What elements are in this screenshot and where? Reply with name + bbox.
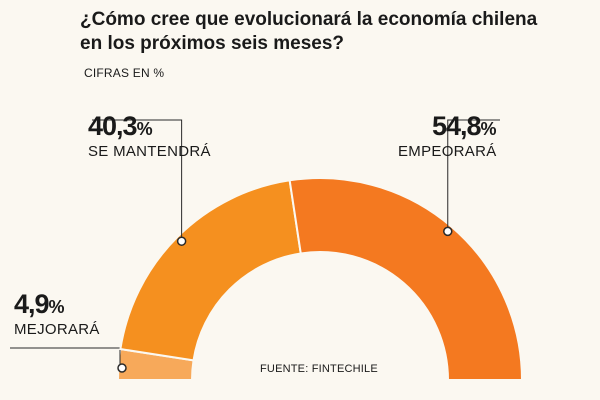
slice-name-empeorara: EMPEORARÁ bbox=[398, 143, 497, 160]
slice-name-se-mantendra: SE MANTENDRÁ bbox=[88, 143, 211, 160]
slice-empeorara bbox=[288, 177, 524, 381]
slice-value-se-mantendra: 40,3% bbox=[88, 111, 153, 141]
chart-source: FUENTE: FINTECHILE bbox=[260, 363, 378, 375]
leader-line-mejorara bbox=[10, 347, 122, 369]
slice-name-mejorara: MEJORARÁ bbox=[14, 321, 100, 338]
leader-line-empeorara bbox=[447, 119, 500, 232]
leader-dot-se-mantendra bbox=[176, 236, 187, 246]
chart-title-line-2: en los próximos seis meses? bbox=[80, 33, 345, 54]
chart-subtitle: CIFRAS EN % bbox=[84, 66, 165, 80]
slice-se-mantendra bbox=[119, 179, 302, 362]
slice-label-se-mantendra: 40,3% SE MANTENDRÁ bbox=[88, 112, 211, 161]
slice-label-empeorara: 54,8% EMPEORARÁ bbox=[398, 112, 497, 161]
leader-line-se-mantendra bbox=[92, 119, 183, 242]
leader-dot-mejorara bbox=[117, 363, 127, 373]
chart-title: ¿Cómo cree que evolucionará la economía … bbox=[80, 8, 580, 56]
slice-label-mejorara: 4,9% MEJORARÁ bbox=[14, 290, 100, 339]
leader-dot-empeorara bbox=[443, 226, 453, 237]
slice-value-mejorara: 4,9% bbox=[14, 289, 65, 319]
slice-value-empeorara: 54,8% bbox=[431, 111, 497, 141]
chart-title-line-1: ¿Cómo cree que evolucionará la economía … bbox=[80, 9, 538, 30]
